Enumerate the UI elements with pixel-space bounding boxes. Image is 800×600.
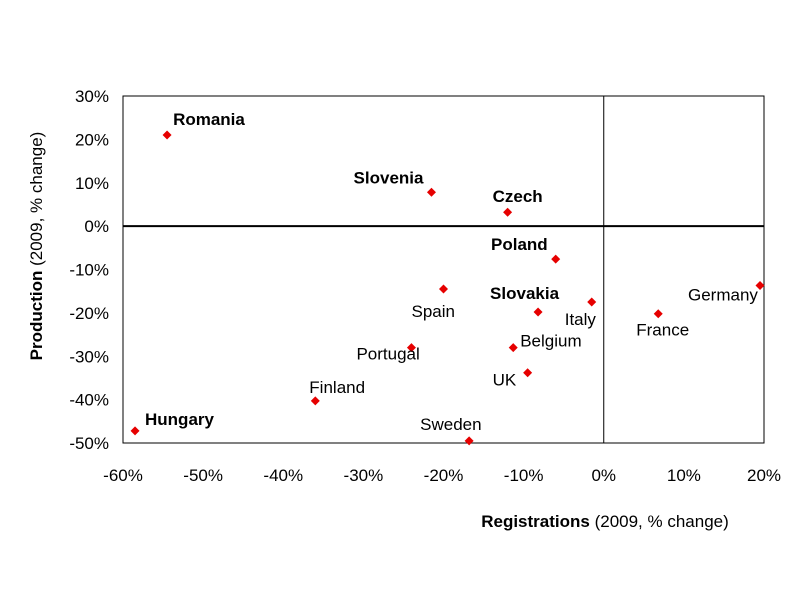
y-tick-label: 0% <box>84 217 109 236</box>
x-tick-label: -10% <box>504 466 544 485</box>
x-tick-label: -30% <box>344 466 384 485</box>
point-label-finland: Finland <box>309 378 365 397</box>
point-label-slovakia: Slovakia <box>490 284 560 303</box>
x-tick-label: -20% <box>424 466 464 485</box>
data-point-belgium <box>508 343 518 353</box>
point-label-slovenia: Slovenia <box>354 168 424 187</box>
data-point-portugal <box>406 343 416 353</box>
x-tick-label: 0% <box>591 466 616 485</box>
y-axis-title-rest: (2009, % change) <box>27 132 46 271</box>
data-point-germany <box>755 281 765 291</box>
y-tick-label: -50% <box>69 434 109 453</box>
data-point-france <box>653 309 663 319</box>
data-point-czech <box>503 207 513 217</box>
x-tick-labels: -60% -50% -40% -30% -20% -10% 0% 10% 20% <box>103 466 781 485</box>
point-label-portugal: Portugal <box>356 345 419 364</box>
x-tick-label: -40% <box>263 466 303 485</box>
data-point-slovakia <box>533 307 543 317</box>
point-label-germany: Germany <box>688 286 758 305</box>
y-tick-label: -20% <box>69 304 109 323</box>
point-label-czech: Czech <box>493 187 543 206</box>
axis-lines <box>123 96 764 443</box>
point-labels: Romania Slovenia Czech Poland Spain Slovakia I… <box>145 110 758 434</box>
x-tick-label: -60% <box>103 466 143 485</box>
y-tick-label: 10% <box>75 174 109 193</box>
y-axis-title: Production (2009, % change) <box>27 132 46 361</box>
y-tick-label: 20% <box>75 130 109 149</box>
data-point-italy <box>587 297 597 307</box>
point-label-poland: Poland <box>491 235 548 254</box>
point-label-italy: Italy <box>565 310 597 329</box>
y-tick-label: -10% <box>69 261 109 280</box>
point-label-uk: UK <box>493 371 517 390</box>
data-point-slovenia <box>426 187 436 197</box>
data-point-finland <box>310 396 320 406</box>
y-tick-label: -40% <box>69 391 109 410</box>
data-point-uk <box>523 368 533 378</box>
point-label-romania: Romania <box>173 110 245 129</box>
point-label-spain: Spain <box>412 302 455 321</box>
point-label-france: France <box>636 321 689 340</box>
data-point-romania <box>162 130 172 140</box>
y-axis-title-bold: Production <box>27 271 46 361</box>
data-point-sweden <box>464 436 474 446</box>
data-point-spain <box>439 284 448 294</box>
point-label-hungary: Hungary <box>145 410 215 429</box>
point-label-belgium: Belgium <box>520 332 581 351</box>
data-point-hungary <box>130 426 140 436</box>
data-point-poland <box>551 254 561 264</box>
x-tick-label: -50% <box>183 466 223 485</box>
y-tick-labels: 30% 20% 10% 0% -10% -20% -30% -40% -50% <box>69 87 109 453</box>
x-axis-title-bold: Registrations <box>481 512 590 531</box>
plot-area <box>122 95 765 444</box>
y-tick-label: -30% <box>69 347 109 366</box>
x-tick-label: 20% <box>747 466 781 485</box>
y-tick-label: 30% <box>75 87 109 106</box>
data-points <box>130 130 765 446</box>
x-axis-title-rest: (2009, % change) <box>590 512 729 531</box>
x-tick-label: 10% <box>667 466 701 485</box>
point-label-sweden: Sweden <box>420 415 481 434</box>
x-axis-title: Registrations (2009, % change) <box>481 512 729 531</box>
